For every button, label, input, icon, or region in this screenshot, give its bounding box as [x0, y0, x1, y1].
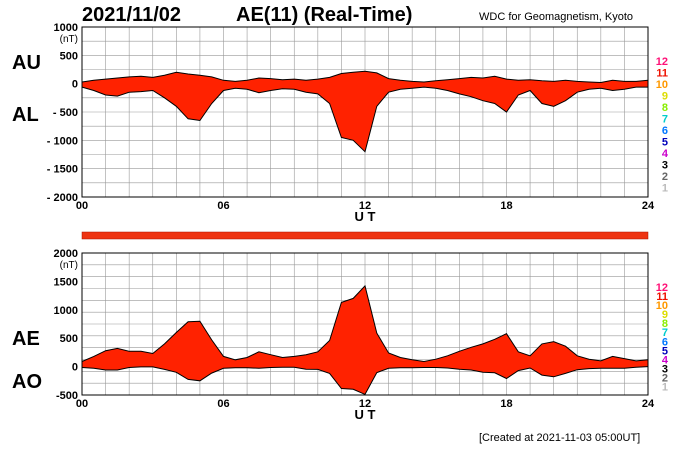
ao-series-line: [81, 366, 649, 396]
au-al-panel: [81, 26, 649, 198]
x-tick-label: 24: [642, 200, 655, 212]
x-tick-label: 18: [500, 398, 512, 410]
legend-item: 5: [662, 136, 668, 148]
legend-item: 9: [662, 309, 668, 321]
legend-item: 7: [662, 327, 668, 339]
ae-series-line: [81, 284, 649, 363]
x-axis-label: U T: [355, 407, 376, 422]
legend-item: 8: [662, 318, 668, 330]
ae-ao-frame: [81, 252, 649, 396]
legend-item: 9: [662, 90, 668, 102]
legend-item: 4: [662, 148, 669, 160]
al-panel-label: AL: [12, 104, 39, 126]
y-tick-label: - 500: [53, 107, 78, 119]
y-tick-label: -500: [56, 390, 78, 402]
legend-item: 10: [656, 300, 668, 312]
au-panel-label: AU: [12, 52, 41, 74]
plot-title: AE(11) (Real-Time): [236, 4, 413, 26]
y-tick-label: 1000: [54, 22, 78, 34]
created-timestamp: [Created at 2021-11-03 05:00UT]: [479, 432, 641, 444]
legend-item: 7: [662, 113, 668, 125]
legend-item: 12: [656, 56, 668, 68]
au-al-fill: [82, 71, 648, 152]
legend-item: 8: [662, 102, 668, 114]
x-tick-label: 00: [76, 398, 88, 410]
legend-item: 10: [656, 79, 668, 91]
x-tick-label: 24: [642, 398, 655, 410]
au-al-frame: [81, 26, 649, 198]
legend-item: 6: [662, 336, 668, 348]
ae-ao-panel: [81, 252, 649, 396]
legend-item: 3: [662, 159, 668, 171]
y-unit-label: (nT): [60, 34, 78, 45]
legend-item: 1: [662, 182, 668, 194]
au-series-line: [81, 70, 649, 84]
x-tick-label: 06: [217, 200, 229, 212]
legend-item: 3: [662, 363, 668, 375]
y-tick-label: 500: [60, 333, 78, 345]
legend-item: 4: [662, 354, 669, 366]
legend-item: 2: [662, 372, 668, 384]
x-tick-label: 12: [359, 398, 371, 410]
y-tick-label: 1000: [54, 305, 78, 317]
x-tick-label: 06: [217, 398, 229, 410]
y-tick-label: 0: [72, 79, 78, 91]
ae-panel-label: AE: [12, 328, 40, 350]
legend-item: 11: [656, 291, 668, 303]
al-series-line: [81, 86, 648, 153]
x-tick-label: 18: [500, 200, 512, 212]
legend-item: 6: [662, 125, 668, 137]
x-tick-label: 12: [359, 200, 371, 212]
y-tick-label: 0: [72, 362, 78, 374]
legend-item: 1: [662, 381, 668, 393]
legend-item: 11: [656, 67, 668, 79]
data-coverage-bar: [81, 231, 649, 240]
y-tick-label: 2000: [54, 248, 78, 260]
x-axis-label: U T: [355, 209, 376, 224]
ao-panel-label: AO: [12, 371, 42, 393]
legend-item: 2: [662, 171, 668, 183]
y-tick-label: 500: [60, 50, 78, 62]
x-tick-label: 00: [76, 200, 88, 212]
data-source: WDC for Geomagnetism, Kyoto: [479, 11, 634, 23]
ae-ao-fill: [82, 285, 648, 395]
y-tick-label: 1500: [54, 276, 78, 288]
plot-date: 2021/11/02: [82, 4, 181, 26]
y-unit-label: (nT): [60, 260, 78, 271]
legend-item: 12: [656, 282, 668, 294]
legend-item: 5: [662, 345, 668, 357]
y-tick-label: - 2000: [47, 192, 78, 204]
y-tick-label: - 1000: [47, 135, 78, 147]
y-tick-label: - 1500: [47, 164, 78, 176]
